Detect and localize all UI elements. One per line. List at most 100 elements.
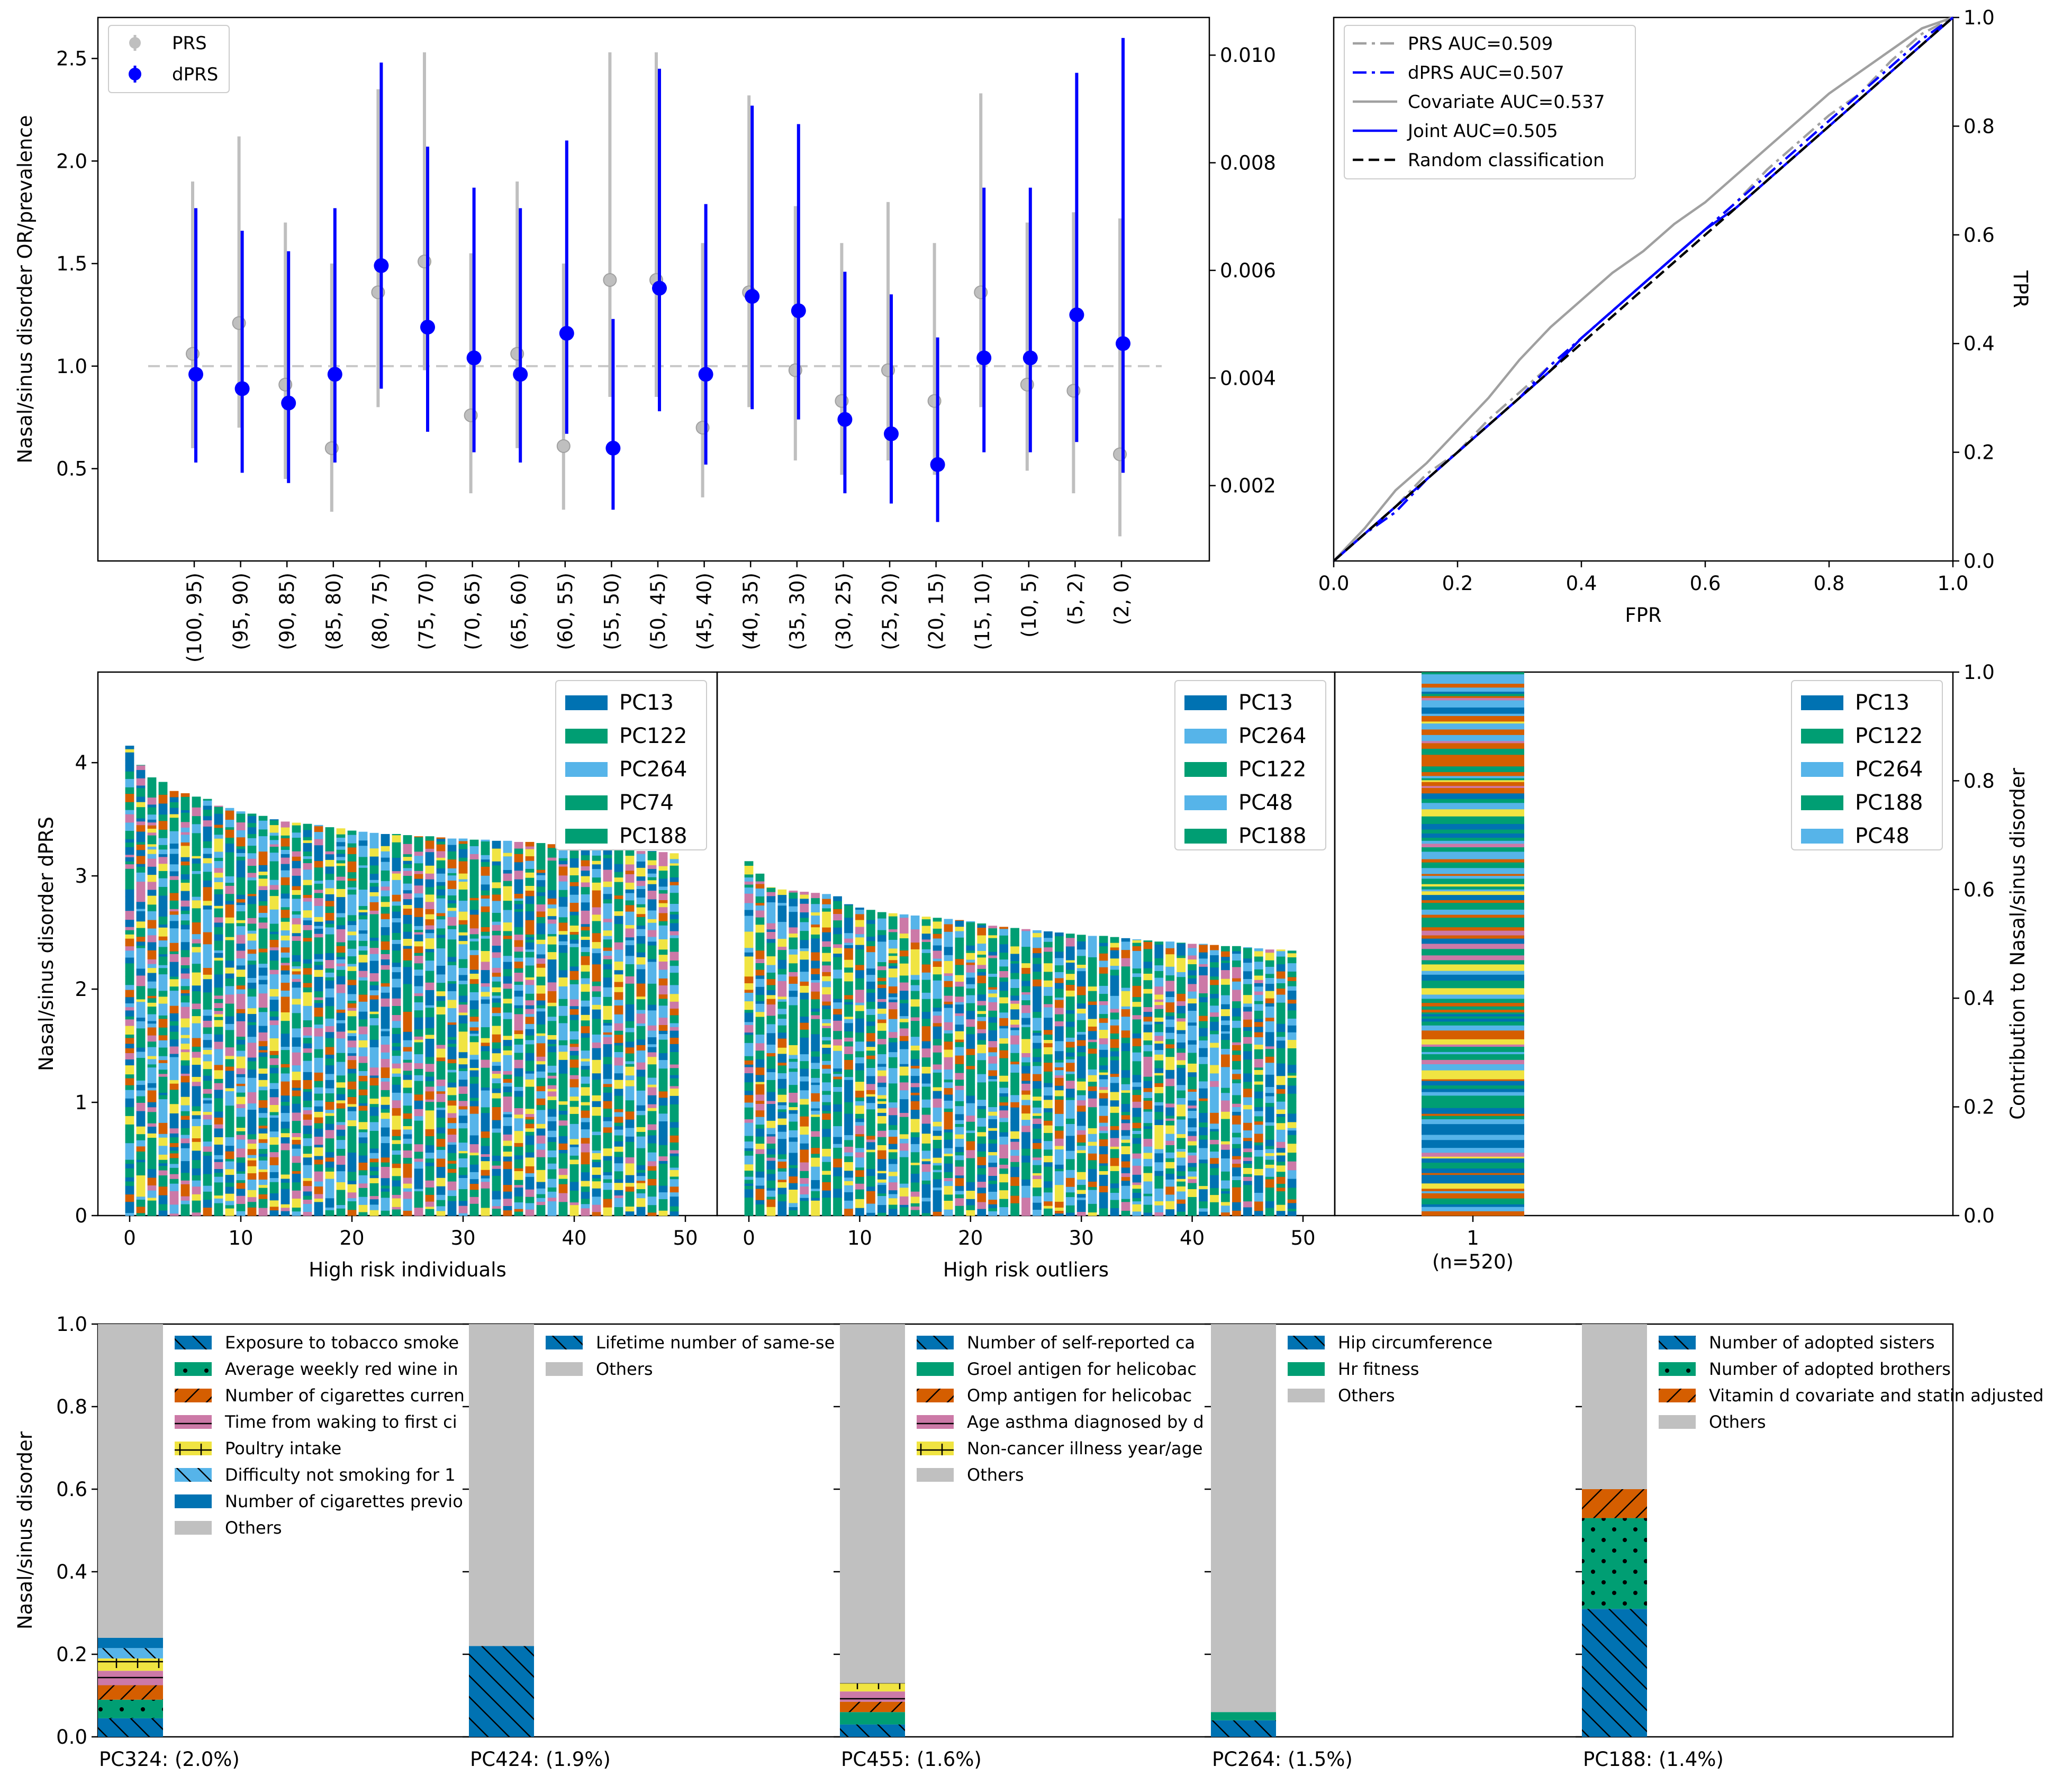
bar-segment [358, 1063, 368, 1071]
bar-segment [755, 1103, 765, 1111]
bar-segment [358, 909, 368, 912]
bar-segment [403, 1206, 412, 1211]
bar-segment [214, 1195, 223, 1199]
bar-segment [755, 946, 765, 951]
bar-segment [636, 1119, 646, 1127]
bar-segment [844, 967, 853, 973]
bar-segment [514, 1171, 523, 1180]
bar-segment [336, 889, 346, 898]
bar-segment [592, 1120, 601, 1123]
bar-segment [325, 1178, 334, 1184]
bar-segment [547, 991, 557, 997]
bar-segment [180, 1035, 190, 1038]
bar-segment [303, 1191, 312, 1196]
bar-segment [811, 1110, 820, 1115]
bar-segment [269, 982, 279, 985]
bar-segment [536, 1043, 546, 1049]
bar-segment [214, 978, 223, 988]
bar-segment [514, 996, 523, 1005]
bar-segment [503, 1104, 512, 1112]
bar-segment [169, 813, 179, 818]
bar-segment [336, 984, 346, 993]
bar-segment [514, 1052, 523, 1060]
bar-segment [647, 1117, 657, 1125]
bar-segment [425, 1086, 435, 1092]
bar-segment [281, 1064, 290, 1068]
bar-segment [147, 904, 157, 911]
bar-segment [933, 1011, 942, 1016]
bar-segment [800, 1090, 809, 1099]
bar-segment [933, 1179, 942, 1188]
bar-segment [381, 1104, 390, 1109]
bar-segment [614, 1151, 623, 1157]
bar-segment [347, 889, 357, 895]
bar-segment [492, 976, 501, 982]
bar-segment [525, 1131, 535, 1136]
bar-segment [910, 1058, 920, 1066]
bar-segment [292, 1137, 301, 1140]
bar-segment [966, 957, 975, 960]
bar-segment [458, 1128, 468, 1134]
bar-segment [603, 1056, 612, 1065]
legend-label: PC188 [619, 824, 687, 848]
bar-segment [581, 1069, 590, 1075]
bar-segment [744, 874, 754, 878]
bar-segment [833, 927, 842, 935]
bar-segment [258, 892, 268, 901]
bar-segment [481, 950, 490, 956]
bar-segment [514, 934, 523, 940]
bar-segment [822, 1040, 831, 1045]
bar-segment [369, 873, 379, 880]
bar-segment [614, 1126, 623, 1130]
bar-segment [811, 1130, 820, 1137]
stacked-bar [469, 839, 479, 1216]
bar-segment [569, 850, 579, 858]
bar-segment [481, 1126, 490, 1132]
bar-segment [281, 970, 290, 975]
bar-segment [314, 1072, 323, 1081]
bar-segment [569, 934, 579, 940]
bar-segment [888, 1041, 898, 1046]
bar-segment [281, 1112, 290, 1122]
bar-segment [592, 1143, 601, 1151]
bar-segment [525, 984, 535, 994]
bar-segment [547, 1178, 557, 1188]
bar-segment [888, 993, 898, 998]
bar-segment [547, 1109, 557, 1117]
bar-segment [592, 868, 601, 878]
bar-segment [481, 862, 490, 867]
bar-segment [403, 848, 412, 855]
bar-segment [603, 866, 612, 870]
bar-segment [955, 1155, 964, 1161]
bar-segment [447, 931, 457, 940]
bar-segment [269, 974, 279, 983]
bar-segment [292, 837, 301, 843]
bar-segment [169, 1113, 179, 1118]
bar-segment [225, 1168, 234, 1175]
bar-segment [603, 947, 612, 951]
bar-segment [180, 1060, 190, 1066]
bar-segment [647, 919, 657, 923]
bar-segment [281, 1188, 290, 1198]
bar-segment [625, 893, 635, 901]
bar-segment [303, 1035, 312, 1038]
bar-segment [403, 923, 412, 932]
bar-segment [158, 1102, 168, 1110]
bar-segment [469, 1120, 479, 1128]
bar-segment [800, 1081, 809, 1088]
bar-segment [603, 1179, 612, 1183]
bar-segment [503, 844, 512, 853]
bar-segment [744, 1043, 754, 1047]
bar-segment [581, 910, 590, 916]
bar-segment [536, 1077, 546, 1086]
bar-segment [603, 1139, 612, 1149]
bar-segment [225, 1023, 234, 1030]
bar-segment [269, 1011, 279, 1017]
bar-segment [203, 944, 212, 947]
bar-segment [888, 1171, 898, 1176]
bar-segment [581, 1208, 590, 1216]
bar-segment [966, 953, 975, 958]
bar-segment [755, 917, 765, 925]
bar-segment [569, 1181, 579, 1191]
bar-segment [236, 1085, 246, 1093]
